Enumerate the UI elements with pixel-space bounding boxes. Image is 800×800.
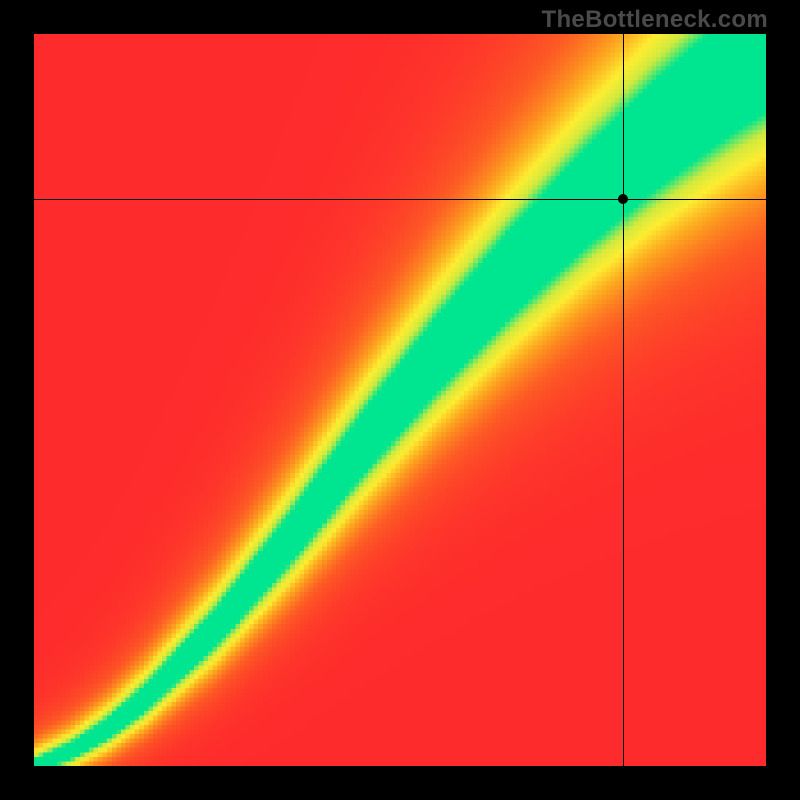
- crosshair-marker-dot: [618, 194, 628, 204]
- root: TheBottleneck.com: [0, 0, 800, 800]
- chart-area: [34, 34, 766, 766]
- crosshair-vertical-line: [623, 34, 624, 766]
- heatmap-canvas: [34, 34, 766, 766]
- watermark-text: TheBottleneck.com: [542, 6, 768, 34]
- crosshair-horizontal-line: [34, 199, 766, 200]
